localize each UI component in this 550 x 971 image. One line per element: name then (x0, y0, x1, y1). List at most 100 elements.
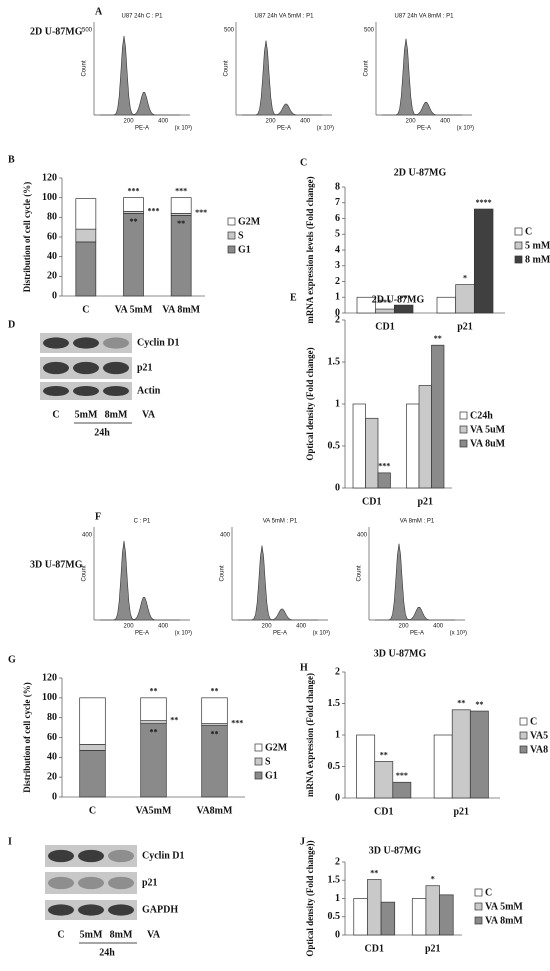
y-tick-label: 0.5 (328, 440, 341, 451)
significance-mark: ** (211, 687, 219, 696)
significance-mark: ** (434, 334, 442, 343)
histogram-shape (100, 540, 180, 621)
bar (392, 781, 412, 799)
x-tick-label: VA 8mM (162, 304, 200, 315)
panel-label: H (300, 662, 308, 673)
y-tick-label: 40 (47, 752, 57, 763)
x-tick-label: VA5mM (136, 805, 172, 816)
blot-band (108, 904, 134, 916)
x-tick-label: VA 5mM (115, 304, 153, 315)
bar (411, 898, 427, 936)
legend-swatch (227, 231, 236, 240)
y-tick-label: 3 (335, 260, 340, 271)
x-tick-label: 400 (433, 624, 444, 630)
panel-label: B (8, 154, 15, 165)
x-axis-label: PE-A (410, 631, 424, 637)
bar (352, 403, 366, 489)
y-tick-label: 20 (47, 771, 57, 782)
bar (356, 296, 377, 314)
x-axis-label: PE-A (273, 631, 287, 637)
y-tick-label: 120 (42, 172, 57, 183)
time-label: 24h (99, 947, 115, 958)
x-axis-label: PE-A (135, 631, 149, 637)
significance-mark: *** (378, 462, 390, 471)
y-tick-label: 20 (47, 271, 57, 282)
panel-label: E (290, 292, 297, 303)
histogram-shape (242, 40, 322, 116)
legend-swatch (474, 916, 483, 925)
y-tick-label: 4 (335, 244, 340, 255)
x-scale-label: (x 10³) (175, 126, 192, 132)
x-tick-label: 400 (300, 119, 311, 125)
significance-mark: * (431, 875, 435, 884)
y-tick-label: 2 (335, 666, 340, 677)
significance-mark: * (463, 273, 467, 282)
significance-mark: ** (370, 868, 378, 877)
bar (393, 304, 414, 314)
lane-label: 8mM (105, 409, 128, 420)
x-tick-label: p21 (417, 496, 433, 507)
blot-band (108, 849, 134, 863)
lane-label: 5mM (75, 409, 98, 420)
y-tick-label: 1 (335, 292, 340, 303)
y-tick-label: 0.5 (328, 911, 341, 922)
y-tick-label: 400 (357, 533, 368, 539)
panel-label: C (300, 157, 307, 168)
significance-mark: *** (128, 186, 140, 195)
y-tick-label: 0 (52, 791, 57, 802)
significance-mark: ** (211, 729, 219, 738)
y-tick-label: 1.5 (328, 356, 341, 367)
band-label: Cyclin D1 (137, 337, 180, 348)
legend-swatch (254, 757, 263, 766)
flow-title: U87 24h C : P1 (121, 14, 163, 20)
histogram-shape (375, 543, 455, 621)
flow-title: VA 5mM : P1 (263, 519, 298, 525)
flow-title: C : P1 (134, 519, 151, 525)
histogram-shape (100, 35, 180, 116)
cell-line-label: 3D U-87MG (30, 559, 83, 570)
legend-swatch (474, 888, 483, 897)
band-label: p21 (142, 877, 158, 888)
x-tick-label: CD1 (374, 806, 393, 817)
legend-swatch (254, 743, 263, 752)
y-axis-label: Count (364, 60, 370, 76)
bar (201, 697, 228, 724)
flow-title: U87 24h VA 8mM : P1 (395, 14, 455, 20)
significance-mark: ** (475, 700, 483, 709)
bar (353, 898, 368, 936)
panel-label: J (300, 836, 305, 847)
time-label: 24h (94, 427, 110, 438)
bar (140, 723, 167, 798)
y-tick-label: 7 (335, 197, 340, 208)
legend-label: VA 8uM (470, 438, 506, 449)
y-tick-label: 400 (220, 533, 231, 539)
blot-band (103, 385, 129, 397)
bar (455, 284, 475, 314)
significance-mark: ** (380, 750, 388, 759)
blot-band (78, 876, 104, 890)
blot-band (108, 876, 134, 890)
significance-mark: *** (195, 208, 207, 217)
x-scale-label: (x 10³) (457, 126, 474, 132)
y-tick-label: 2 (335, 276, 340, 287)
blot-band (48, 849, 74, 863)
bar (367, 879, 382, 936)
x-tick-label: p21 (457, 321, 473, 332)
blot-band (43, 337, 69, 349)
cell-line-label: 2D U-87MG (30, 26, 83, 37)
blot-strip (45, 872, 137, 894)
bar (75, 241, 97, 297)
blot-band (73, 385, 99, 397)
bar (375, 308, 395, 314)
bar (451, 709, 471, 799)
bar (406, 403, 420, 489)
x-tick-label: 200 (399, 624, 410, 630)
bar (79, 750, 106, 798)
x-tick-label: 200 (266, 119, 277, 125)
blot-band (43, 385, 69, 397)
y-tick-label: 40 (47, 251, 57, 262)
y-tick-label: 0.5 (328, 761, 341, 772)
y-axis-label: Count (220, 565, 226, 581)
significance-mark: ** (177, 219, 185, 228)
